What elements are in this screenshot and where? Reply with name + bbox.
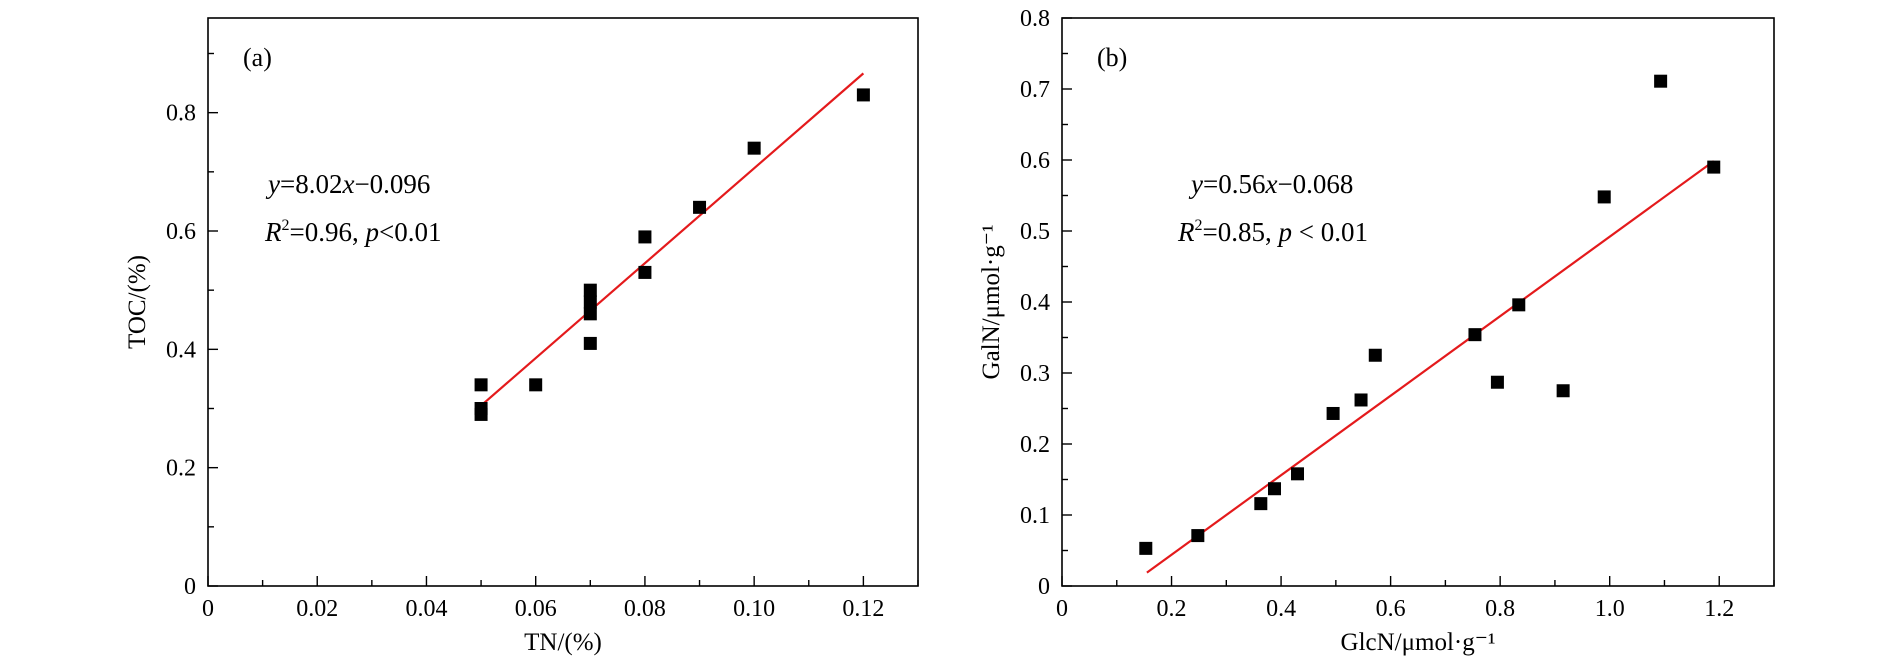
plot-frame-a (207, 17, 919, 587)
x-tick-label: 0.2 (1157, 596, 1187, 622)
y-axis-label-b: GalN/μmol·g⁻¹ (978, 225, 1005, 380)
data-point (1326, 406, 1340, 420)
data-point (583, 307, 597, 321)
data-point (1368, 348, 1382, 362)
y-tick-label: 0.4 (1020, 290, 1050, 316)
x-axis-label-b: GlcN/μmol·g⁻¹ (1341, 629, 1496, 656)
y-tick-label: 0.4 (166, 337, 196, 363)
data-point (1707, 160, 1721, 174)
data-point (1654, 74, 1668, 88)
stats-r-val-b: =0.85, (1203, 217, 1279, 247)
y-tick-label: 0.7 (1020, 77, 1050, 103)
x-axis-label-a: TN/(%) (524, 629, 602, 656)
y-tick-label: 0.2 (1020, 432, 1050, 458)
eq-y-var-a: y (265, 169, 280, 199)
fit-line-a (480, 72, 865, 407)
y-ticks-b: 0 0.1 0.2 0.3 0.4 0.5 0.6 0.7 0.8 (1020, 6, 1072, 600)
data-point (529, 378, 543, 392)
data-point (856, 88, 870, 102)
data-point (583, 295, 597, 309)
data-point (638, 265, 652, 279)
y-tick-label: 0 (1038, 574, 1050, 600)
stats-r-val-a: =0.96, (290, 217, 366, 247)
x-tick-label: 0.08 (624, 596, 666, 622)
data-point (1268, 482, 1282, 496)
fit-stats-b: R2=0.85, p < 0.01 (1177, 217, 1368, 247)
y-tick-label: 0 (184, 574, 196, 600)
y-axis-label-a: TOC/(%) (124, 255, 151, 349)
eq-mid-a: =8.02 (280, 169, 342, 199)
y-tick-label: 0.6 (1020, 148, 1050, 174)
data-point (1556, 384, 1570, 398)
chart-panel-b: 0 0.2 0.4 0.6 0.8 1.0 1.2 00.10.20.30.40.50.60… (978, 6, 1775, 656)
data-point (1254, 497, 1268, 511)
data-point (1139, 541, 1153, 555)
data-point (1354, 393, 1368, 407)
y-tick-label: 0.5 (1020, 219, 1050, 245)
data-point (474, 407, 488, 421)
stats-r-var-a: R (264, 217, 282, 247)
data-point (474, 378, 488, 392)
stats-r-sup-a: 2 (282, 217, 290, 234)
fit-line-b (1146, 160, 1715, 574)
data-point (1191, 529, 1205, 543)
x-ticks-b: 0 0.2 0.4 0.6 0.8 1.0 1.2 (1056, 576, 1775, 622)
stats-r-var-b: R (1177, 217, 1195, 247)
data-point (583, 283, 597, 297)
stats-p-val-a: <0.01 (379, 217, 441, 247)
data-point (1468, 328, 1482, 342)
x-tick-label: 0.04 (405, 596, 447, 622)
y-tick-label: 0.3 (1020, 361, 1050, 387)
eq-y-var-b: y (1188, 169, 1203, 199)
data-point (1291, 467, 1305, 481)
x-tick-label: 0 (1056, 596, 1068, 622)
plot-frame-b (1061, 17, 1775, 587)
y-tick-label: 0.1 (1020, 503, 1050, 529)
data-point (1597, 190, 1611, 204)
data-point (747, 141, 761, 155)
data-point (1490, 375, 1504, 389)
chart-panel-a: 0 0.02 0.04 0.06 0.08 0.10 0.12 00.20.40.60.8 … (124, 17, 919, 656)
fit-equation-a: y=8.02x−0.096 (265, 169, 430, 199)
panel-label-a: (a) (243, 43, 272, 72)
y-ticks-a: 0 0.2 0.4 0.6 0.8 (166, 52, 218, 600)
stats-p-var-b: p (1276, 217, 1292, 247)
panel-label-b: (b) (1097, 43, 1127, 72)
x-tick-label: 0.4 (1266, 596, 1296, 622)
stats-p-val-b: < 0.01 (1292, 217, 1368, 247)
y-tick-label: 0.2 (166, 456, 196, 482)
x-tick-label: 0.02 (296, 596, 338, 622)
stats-r-sup-b: 2 (1195, 217, 1203, 234)
data-points-a (474, 88, 870, 421)
eq-mid-b: =0.56 (1203, 169, 1265, 199)
data-point (693, 200, 707, 214)
eq-end-a: −0.096 (354, 169, 430, 199)
x-tick-label: 0.6 (1376, 596, 1406, 622)
eq-x-var-a: x (341, 169, 354, 199)
x-tick-label: 0.12 (842, 596, 884, 622)
x-ticks-a: 0 0.02 0.04 0.06 0.08 0.10 0.12 (202, 576, 919, 622)
x-tick-label: 0.06 (515, 596, 557, 622)
x-tick-label: 1.2 (1704, 596, 1734, 622)
eq-x-var-b: x (1264, 169, 1277, 199)
x-tick-label: 0 (202, 596, 214, 622)
y-tick-label: 0.6 (166, 219, 196, 245)
fit-stats-a: R2=0.96, p<0.01 (264, 217, 441, 247)
data-point (583, 336, 597, 350)
stats-p-var-a: p (363, 217, 379, 247)
data-points-b (1139, 74, 1721, 555)
x-tick-label: 0.8 (1485, 596, 1515, 622)
x-tick-label: 1.0 (1595, 596, 1625, 622)
y-tick-label: 0.8 (1020, 6, 1050, 32)
y-tick-label: 0.8 (166, 101, 196, 127)
eq-end-b: −0.068 (1277, 169, 1353, 199)
data-point (1512, 298, 1526, 312)
fit-equation-b: y=0.56x−0.068 (1188, 169, 1353, 199)
x-tick-label: 0.10 (733, 596, 775, 622)
data-point (638, 230, 652, 244)
